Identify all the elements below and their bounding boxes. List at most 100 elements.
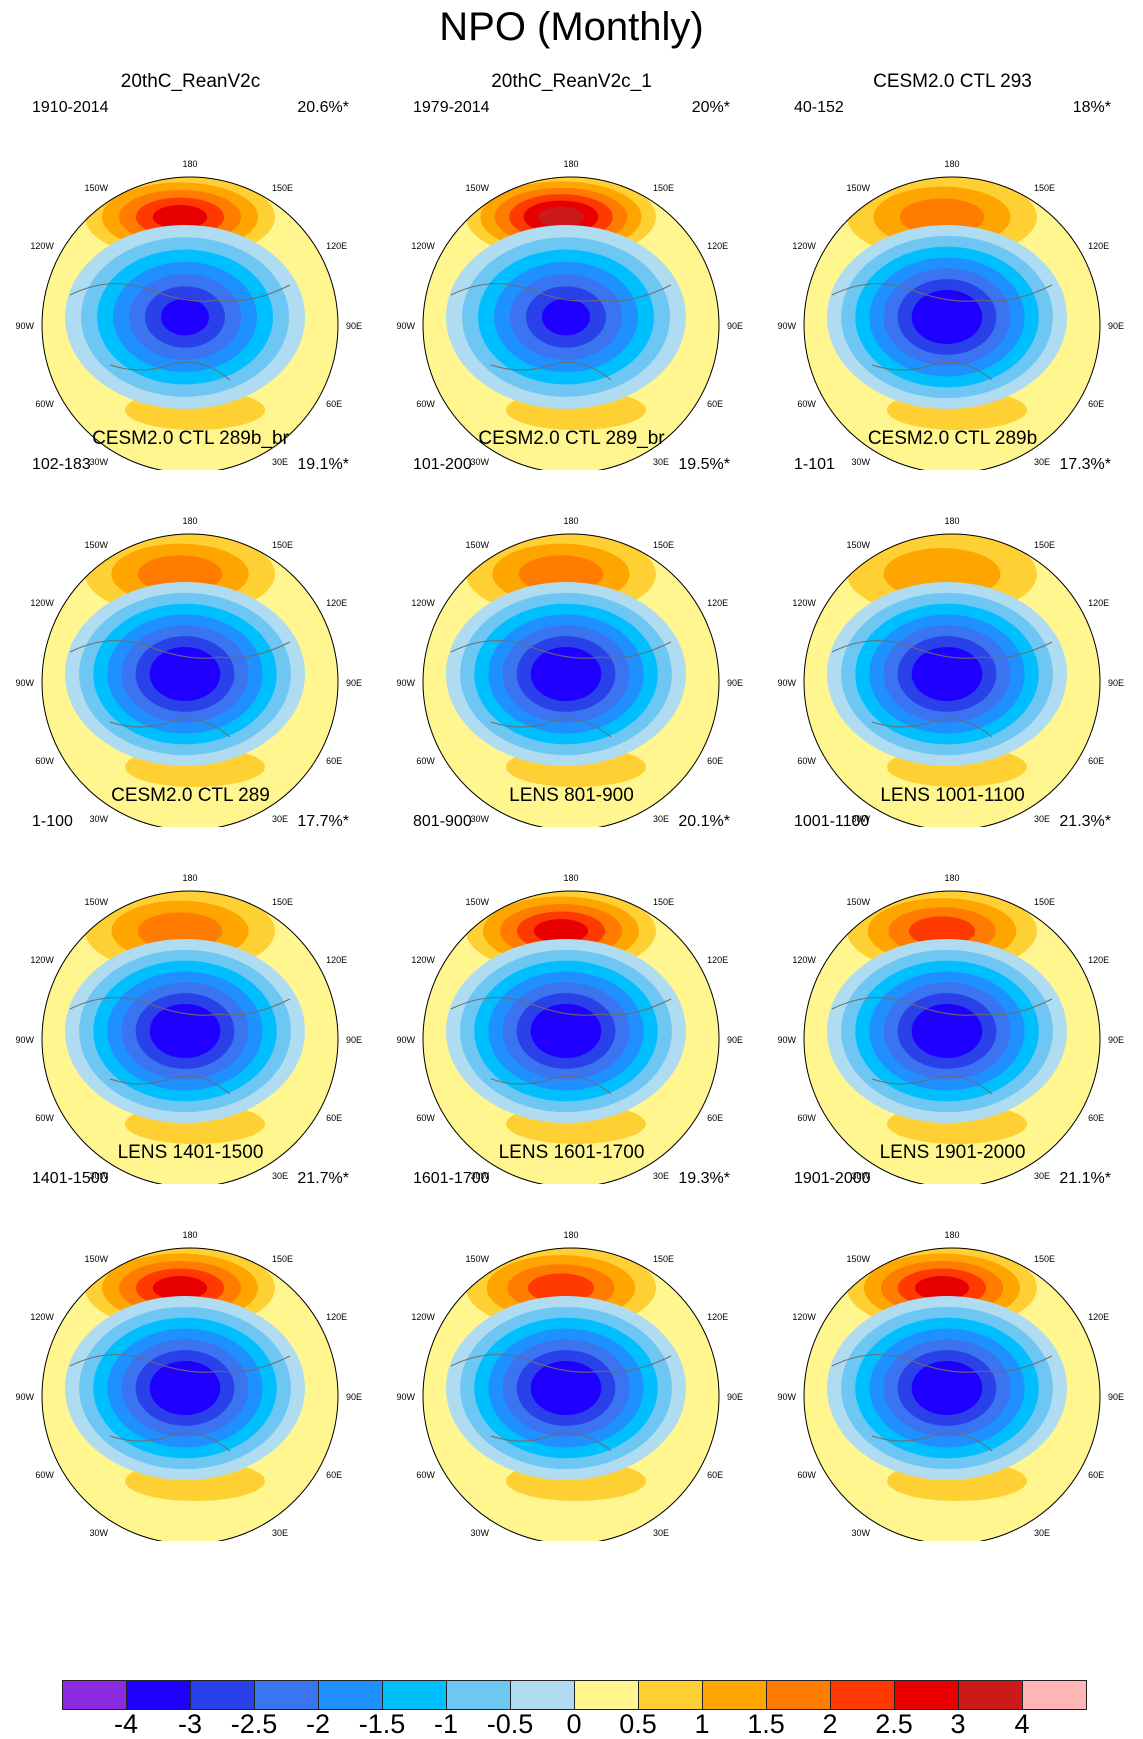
longitude-label: 30E [1034, 1171, 1050, 1181]
polar-map: 180090W90E150W150E120W120E60W60E30W30E [15, 1230, 362, 1541]
longitude-label: 150W [846, 1254, 870, 1264]
arctic-low-contour [544, 1371, 588, 1405]
longitude-label: 90W [15, 321, 34, 331]
longitude-label: 150W [465, 897, 489, 907]
longitude-label: 30E [272, 1171, 288, 1181]
panel-title: LENS 1001-1100 [880, 785, 1025, 806]
longitude-label: 90W [15, 1392, 34, 1402]
longitude-label: 30W [851, 814, 870, 824]
colorbar-swatch [62, 1680, 127, 1710]
arctic-low-contour [163, 1371, 207, 1405]
longitude-label: 60W [35, 1470, 54, 1480]
panel-variance: 20.1%* [678, 813, 730, 830]
panel-period: 1901-2000 [794, 1170, 871, 1187]
map-border [803, 176, 1101, 470]
map-panel: 180090W90E150W150E120W120E60W60E30W30E20… [381, 70, 762, 470]
longitude-label: 120W [411, 1312, 435, 1322]
polar-map: 180090W90E150W150E120W120E60W60E30W30E [15, 516, 362, 827]
polar-map: 180090W90E150W150E120W120E60W60E30W30E [15, 159, 362, 470]
map-border [803, 890, 1101, 1184]
longitude-label: 90E [346, 1392, 362, 1402]
longitude-label: 30W [470, 457, 489, 467]
map-panel: 180090W90E150W150E120W120E60W60E30W30E CE… [381, 427, 762, 827]
longitude-label: 90E [1108, 1392, 1124, 1402]
longitude-label: 90E [1108, 678, 1124, 688]
pacific-high-contour [527, 1273, 595, 1303]
polar-map: 180090W90E150W150E120W120E60W60E30W30E [396, 516, 743, 827]
longitude-label: 60W [797, 1470, 816, 1480]
longitude-label: 150E [653, 897, 674, 907]
arctic-low-contour [925, 300, 969, 334]
panel-title: 20thC_ReanV2c_1 [491, 71, 652, 92]
map-border [41, 533, 339, 827]
colorbar-level-label: -3 [177, 1709, 203, 1739]
longitude-label: 180 [182, 873, 197, 883]
longitude-label: 90E [727, 1035, 743, 1045]
colorbar-swatch [190, 1680, 255, 1710]
longitude-label: 180 [944, 516, 959, 526]
map-panel: 180090W90E150W150E120W120E60W60E30W30ELE… [762, 1141, 1143, 1541]
longitude-label: 30E [653, 457, 669, 467]
longitude-label: 180 [182, 1230, 197, 1240]
panel-title: CESM2.0 CTL 289_br [478, 428, 665, 449]
longitude-label: 60E [1088, 1113, 1104, 1123]
panel-title: CESM2.0 CTL 289 [111, 785, 270, 806]
longitude-label: 120E [707, 955, 728, 965]
map-border [41, 1247, 339, 1541]
longitude-label: 120W [792, 598, 816, 608]
arctic-low-contour [163, 1014, 207, 1048]
longitude-label: 120W [30, 955, 54, 965]
panel-variance: 17.7%* [297, 813, 349, 830]
longitude-label: 180 [944, 873, 959, 883]
longitude-label: 30W [470, 1528, 489, 1538]
map-panel: 180090W90E150W150E120W120E60W60E30W30E 20… [0, 70, 381, 470]
longitude-label: 60E [707, 1113, 723, 1123]
pacific-high-contour [152, 1276, 208, 1300]
longitude-label: 60E [1088, 756, 1104, 766]
colorbar-swatch [766, 1680, 831, 1710]
polar-map: 180090W90E150W150E120W120E60W60E30W30E [15, 873, 362, 1184]
longitude-label: 30E [272, 1528, 288, 1538]
polar-map: 180090W90E150W150E120W120E60W60E30W30E [777, 159, 1124, 470]
longitude-label: 60E [1088, 1470, 1104, 1480]
longitude-label: 120E [326, 1312, 347, 1322]
longitude-label: 60E [1088, 399, 1104, 409]
panel-variance: 18%* [1072, 99, 1111, 116]
longitude-label: 150E [653, 183, 674, 193]
longitude-label: 60W [35, 1113, 54, 1123]
panel-period: 1-100 [32, 813, 73, 830]
longitude-label: 90W [777, 321, 796, 331]
colorbar-swatch [446, 1680, 511, 1710]
colorbar-level-label: 1.5 [747, 1709, 785, 1739]
coastline [69, 1354, 291, 1452]
arctic-low-contour [925, 1014, 969, 1048]
longitude-label: 30E [1034, 457, 1050, 467]
arctic-low-contour [925, 657, 969, 691]
colorbar-level-label: 2 [822, 1709, 838, 1739]
coastline [450, 640, 672, 738]
colorbar-level-label: -0.5 [486, 1709, 534, 1739]
panel-variance: 19.1%* [297, 456, 349, 473]
colorbar-level-label: 4 [1014, 1709, 1030, 1739]
longitude-label: 30E [272, 457, 288, 467]
longitude-label: 150W [84, 540, 108, 550]
longitude-label: 150E [272, 540, 293, 550]
longitude-label: 150E [272, 1254, 293, 1264]
longitude-label: 30E [1034, 814, 1050, 824]
arctic-low-contour [544, 657, 588, 691]
longitude-label: 120W [792, 955, 816, 965]
longitude-label: 90W [777, 1392, 796, 1402]
panel-title: 20thC_ReanV2c [120, 71, 261, 92]
map-border [803, 533, 1101, 827]
colorbar-swatch [510, 1680, 575, 1710]
panel-period: 102-183 [32, 456, 91, 473]
colorbar-level-label: 0 [566, 1709, 582, 1739]
longitude-label: 60W [35, 756, 54, 766]
longitude-label: 60W [797, 399, 816, 409]
longitude-label: 60E [326, 1113, 342, 1123]
colorbar-swatch [382, 1680, 447, 1710]
longitude-label: 30E [1034, 1528, 1050, 1538]
longitude-label: 150E [1034, 183, 1055, 193]
panel-period: 40-152 [794, 99, 844, 116]
panel-period: 1910-2014 [32, 99, 109, 116]
